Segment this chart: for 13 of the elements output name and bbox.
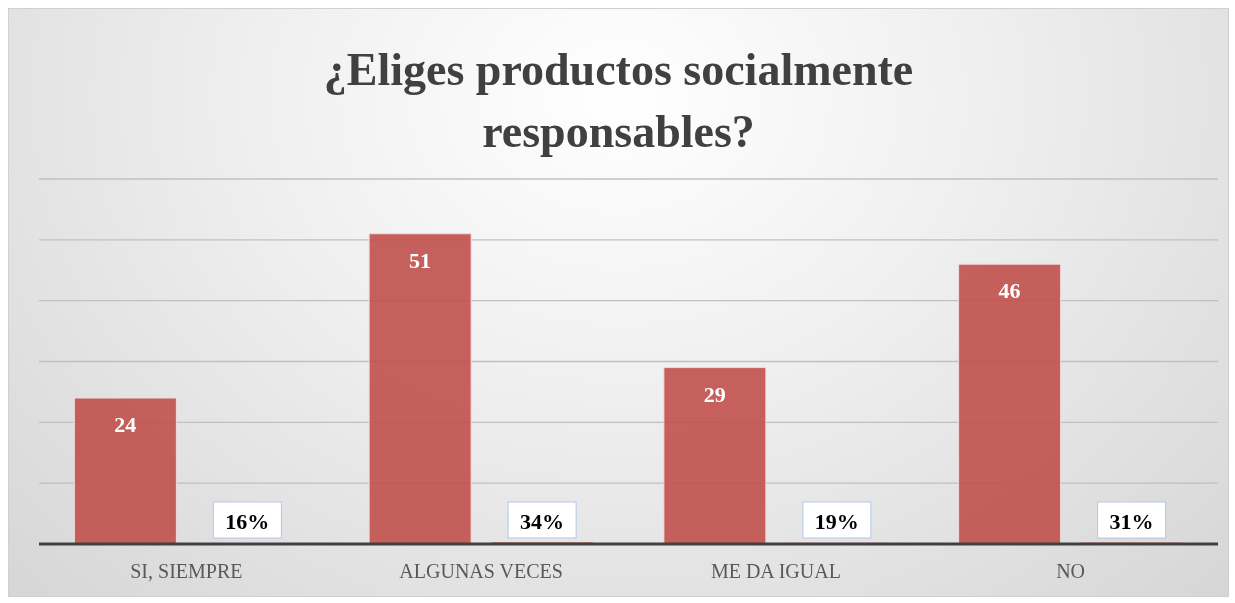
data-label: 19% xyxy=(814,509,859,534)
x-tick-label: ME DA IGUAL xyxy=(710,560,841,583)
data-label: 31% xyxy=(1109,509,1154,534)
x-tick-label: ALGUNAS VECES xyxy=(399,560,563,583)
data-label: 29 xyxy=(703,381,726,407)
data-label: 34% xyxy=(520,509,565,534)
data-label: 16% xyxy=(225,509,270,534)
data-label: 46 xyxy=(998,278,1021,304)
chart-title: ¿Eliges productos socialmente responsables? xyxy=(322,43,915,159)
x-tick-label: SI, SIEMPRE xyxy=(130,560,243,583)
data-label: 51 xyxy=(409,247,432,273)
data-label: 24 xyxy=(114,412,137,437)
x-tick-label: NO xyxy=(1056,560,1086,583)
